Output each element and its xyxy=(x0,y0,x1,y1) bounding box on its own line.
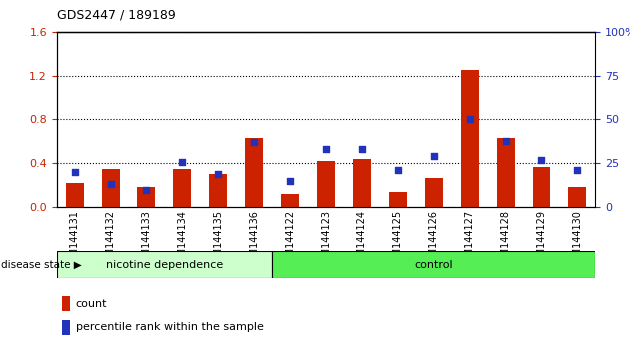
Bar xyxy=(389,192,407,207)
Point xyxy=(464,117,475,122)
Text: nicotine dependence: nicotine dependence xyxy=(106,259,223,270)
Bar xyxy=(209,174,227,207)
Text: disease state ▶: disease state ▶ xyxy=(1,259,82,270)
Bar xyxy=(66,183,84,207)
Bar xyxy=(101,169,120,207)
Bar xyxy=(353,159,371,207)
Text: control: control xyxy=(415,259,453,270)
Bar xyxy=(272,251,595,278)
Bar xyxy=(496,138,515,207)
Bar xyxy=(281,194,299,207)
Point xyxy=(213,171,223,177)
Bar xyxy=(425,177,443,207)
Point xyxy=(285,178,295,184)
Point xyxy=(572,167,582,173)
Point xyxy=(141,187,151,193)
Point xyxy=(428,153,438,159)
Text: percentile rank within the sample: percentile rank within the sample xyxy=(76,322,263,332)
Point xyxy=(178,159,188,164)
Bar xyxy=(461,70,479,207)
Point xyxy=(70,169,79,175)
Point xyxy=(500,138,510,143)
Bar xyxy=(568,187,587,207)
Bar xyxy=(62,320,70,335)
Text: count: count xyxy=(76,299,107,309)
Bar xyxy=(245,138,263,207)
Point xyxy=(249,139,260,145)
Point xyxy=(536,157,546,162)
Point xyxy=(105,182,116,187)
Text: GDS2447 / 189189: GDS2447 / 189189 xyxy=(57,9,175,22)
Bar xyxy=(57,251,272,278)
Bar xyxy=(317,161,335,207)
Bar xyxy=(532,167,551,207)
Point xyxy=(392,167,403,173)
Bar xyxy=(137,187,156,207)
Point xyxy=(357,147,367,152)
Point xyxy=(321,147,331,152)
Bar xyxy=(173,169,192,207)
Bar xyxy=(62,296,70,311)
